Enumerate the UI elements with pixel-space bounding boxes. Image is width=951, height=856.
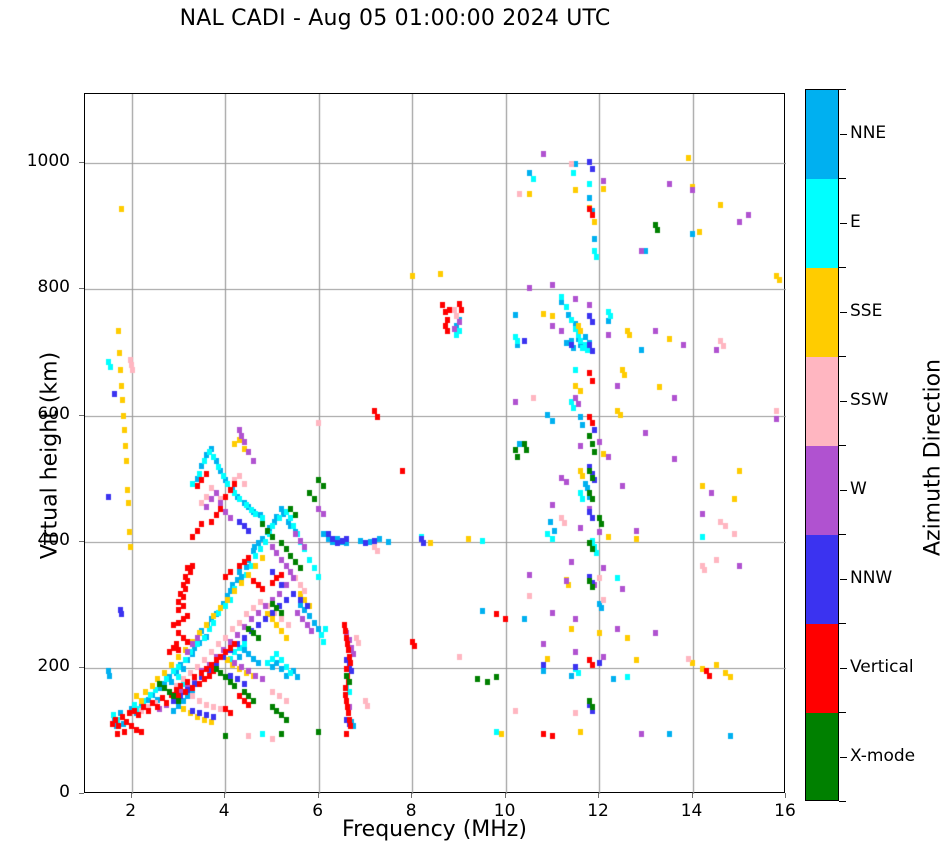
colorbar-segment-x-mode[interactable] <box>806 713 838 800</box>
colorbar-label-w: W <box>850 478 867 499</box>
colorbar-tick <box>840 223 847 224</box>
x-tick <box>691 793 693 798</box>
colorbar-segment-nnw[interactable] <box>806 535 838 624</box>
colorbar-segment-w[interactable] <box>806 446 838 535</box>
colorbar-tick <box>840 134 847 135</box>
colorbar-tick <box>840 757 847 758</box>
colorbar-boundary-tick <box>839 356 846 358</box>
y-tick-label: 800 <box>37 277 70 298</box>
y-tick <box>79 540 84 542</box>
x-tick <box>317 793 319 798</box>
x-tick-label: 12 <box>587 801 609 821</box>
colorbar-title: Azimuth Direction <box>920 358 946 557</box>
x-tick <box>411 793 413 798</box>
colorbar-tick <box>840 490 847 491</box>
colorbar-label-nnw: NNW <box>850 567 893 588</box>
x-tick-label: 2 <box>125 801 137 821</box>
y-tick <box>79 666 84 668</box>
colorbar-label-e: E <box>850 211 861 232</box>
colorbar-label-x-mode: X-mode <box>850 745 916 766</box>
colorbar-segment-sse[interactable] <box>806 268 838 357</box>
y-tick-label: 0 <box>59 782 70 802</box>
colorbar-boundary-tick <box>839 267 846 269</box>
y-tick-label: 600 <box>37 403 70 424</box>
colorbar-label-nne: NNE <box>850 122 887 143</box>
colorbar-boundary-tick <box>839 178 846 180</box>
x-tick <box>598 793 600 798</box>
colorbar-segment-ssw[interactable] <box>806 357 838 446</box>
x-tick <box>504 793 506 798</box>
plot-data-canvas <box>85 94 786 794</box>
x-tick-label: 14 <box>680 801 703 821</box>
y-tick <box>79 162 84 164</box>
colorbar-label-ssw: SSW <box>850 389 889 410</box>
y-axis-title: Virtual height (km) <box>37 351 63 560</box>
y-tick <box>79 793 84 794</box>
colorbar-tick <box>840 579 847 580</box>
colorbar-boundary-tick <box>839 445 846 447</box>
colorbar-boundary-tick <box>839 534 846 536</box>
colorbar-boundary-tick <box>839 623 846 625</box>
y-tick <box>79 288 84 290</box>
x-tick-label: 10 <box>493 801 516 821</box>
x-tick <box>130 793 132 798</box>
x-tick-label: 6 <box>312 801 324 821</box>
colorbar[interactable] <box>805 89 839 801</box>
colorbar-end-tick <box>839 801 846 803</box>
x-tick-label: 8 <box>405 801 417 821</box>
x-axis-title: Frequency (MHz) <box>342 817 527 842</box>
y-tick-label: 200 <box>37 655 70 676</box>
y-tick-label: 1000 <box>26 151 70 172</box>
y-tick <box>79 414 84 416</box>
colorbar-tick <box>840 312 847 313</box>
colorbar-end-tick <box>839 89 846 91</box>
colorbar-label-vertical: Vertical <box>850 656 914 677</box>
colorbar-segment-nne[interactable] <box>806 90 838 179</box>
page-title: NAL CADI - Aug 05 01:00:00 2024 UTC <box>179 6 611 31</box>
x-tick-label: 4 <box>218 801 230 821</box>
colorbar-tick <box>840 401 847 402</box>
colorbar-segment-vertical[interactable] <box>806 624 838 713</box>
x-tick-label: 16 <box>774 801 796 821</box>
x-tick <box>785 793 786 798</box>
x-tick <box>224 793 226 798</box>
colorbar-boundary-tick <box>839 712 846 714</box>
y-tick-label: 400 <box>37 529 70 550</box>
ionogram-plot[interactable] <box>84 93 786 794</box>
colorbar-label-sse: SSE <box>850 300 883 321</box>
colorbar-tick <box>840 668 847 669</box>
colorbar-segment-e[interactable] <box>806 179 838 268</box>
